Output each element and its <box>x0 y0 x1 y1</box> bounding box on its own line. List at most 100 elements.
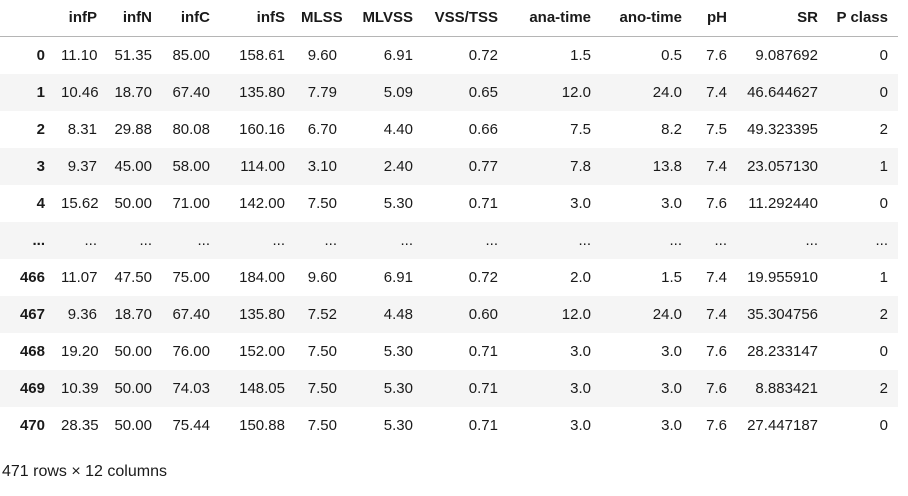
table-cell: 50.00 <box>114 195 152 212</box>
column-header: VSS/TSS <box>421 0 506 37</box>
table-cell: 150.88 <box>239 417 285 434</box>
table-cell: 15.62 <box>61 195 99 212</box>
table-row: 467 9.36 18.70 67.40 135.80 7.52 4.48 0.60 12.0 2… <box>0 296 898 333</box>
table-cell: 35.304756 <box>747 306 818 323</box>
column-header: MLVSS <box>345 0 421 37</box>
table-cell: ... <box>714 232 727 249</box>
table-cell: 135.80 <box>239 306 285 323</box>
table-cell: 9.36 <box>67 306 97 323</box>
column-header: SR <box>735 0 826 37</box>
table-cell: 0.71 <box>468 195 498 212</box>
table-cell: 5.30 <box>383 417 413 434</box>
row-index: 470 <box>19 417 45 434</box>
table-cell: 5.30 <box>383 380 413 397</box>
table-cell: ... <box>805 232 818 249</box>
table-row: ....................................... <box>0 222 898 259</box>
column-header: MLSS <box>293 0 345 37</box>
table-cell: 160.16 <box>239 121 285 138</box>
table-cell: 71.00 <box>172 195 210 212</box>
table-row: 0 11.10 51.35 85.00 158.61 9.60 6.91 0.72 1.5 0.5… <box>0 36 898 74</box>
table-cell: 0.71 <box>468 380 498 397</box>
table-cell: 11.292440 <box>748 195 818 212</box>
table-shape-summary: 471 rows × 12 columns <box>2 463 167 480</box>
table-cell: 1.5 <box>570 47 591 64</box>
table-cell: 7.79 <box>307 84 337 101</box>
index-column-header <box>0 0 53 37</box>
table-cell: 7.5 <box>706 121 727 138</box>
column-header: P class <box>826 0 898 37</box>
table-cell: 5.30 <box>383 343 413 360</box>
table-cell: 28.233147 <box>747 343 818 360</box>
table-cell: 9.37 <box>67 158 97 175</box>
header-row: infP infN infC infS MLSS MLVSS VSS/TSS ana-time… <box>0 0 898 37</box>
table-cell: 3.0 <box>661 380 682 397</box>
table-cell: 114.00 <box>240 158 285 175</box>
column-header: infP <box>53 0 105 37</box>
table-cell: 3.0 <box>570 380 591 397</box>
table-cell: ... <box>669 232 682 249</box>
table-cell: 3.0 <box>661 343 682 360</box>
column-header: infC <box>160 0 218 37</box>
table-cell: 3.0 <box>570 195 591 212</box>
table-cell: ... <box>485 232 498 249</box>
table-cell: 1.5 <box>661 269 682 286</box>
table-cell: 11.10 <box>61 47 98 64</box>
column-header: pH <box>690 0 735 37</box>
table-cell: 74.03 <box>172 380 210 397</box>
table-cell: 8.883421 <box>755 380 818 397</box>
table-cell: 12.0 <box>561 84 591 101</box>
table-cell: 58.00 <box>172 158 210 175</box>
table-cell: 158.61 <box>239 47 285 64</box>
table-cell: 46.644627 <box>747 84 818 101</box>
table-cell: 2 <box>879 121 888 138</box>
table-cell: 11.07 <box>61 269 98 286</box>
table-cell: 152.00 <box>239 343 285 360</box>
table-row: 4 15.62 50.00 71.00 142.00 7.50 5.30 0.71 3.0 3.0… <box>0 185 898 222</box>
table-cell: 18.70 <box>114 306 152 323</box>
table-cell: 7.4 <box>706 158 727 175</box>
table-cell: 8.2 <box>661 121 682 138</box>
table-cell: 10.39 <box>61 380 99 397</box>
table-cell: ... <box>84 232 97 249</box>
table-cell: 29.88 <box>114 121 152 138</box>
column-header: ano-time <box>599 0 690 37</box>
row-index: 4 <box>36 195 45 212</box>
table-cell: 6.91 <box>383 47 413 64</box>
table-cell: ... <box>400 232 413 249</box>
row-index: 1 <box>36 84 45 101</box>
table-cell: 28.35 <box>61 417 99 434</box>
table-cell: 10.46 <box>61 84 99 101</box>
row-index: ... <box>32 232 45 249</box>
table-cell: 9.60 <box>307 269 337 286</box>
table-cell: 7.4 <box>706 269 727 286</box>
table-cell: 75.44 <box>172 417 210 434</box>
table-cell: 85.00 <box>172 47 210 64</box>
table-row: 468 19.20 50.00 76.00 152.00 7.50 5.30 0.71 3.0 3… <box>0 333 898 370</box>
table-cell: 3.0 <box>570 417 591 434</box>
table-cell: 27.447187 <box>747 417 818 434</box>
table-cell: 7.50 <box>307 380 337 397</box>
table-cell: 5.30 <box>383 195 413 212</box>
table-cell: 51.35 <box>114 47 152 64</box>
table-cell: 7.6 <box>706 343 727 360</box>
table-cell: 49.323395 <box>747 121 818 138</box>
table-cell: 184.00 <box>239 269 285 286</box>
row-index: 468 <box>19 343 45 360</box>
table-cell: 2 <box>879 380 888 397</box>
column-header: infN <box>105 0 160 37</box>
table-cell: 135.80 <box>239 84 285 101</box>
table-cell: 1 <box>879 158 888 175</box>
table-cell: 2.40 <box>383 158 413 175</box>
table-cell: 7.6 <box>706 417 727 434</box>
table-cell: 0 <box>879 84 888 101</box>
table-cell: ... <box>324 232 337 249</box>
table-row: 470 28.35 50.00 75.44 150.88 7.50 5.30 0.71 3.0 3… <box>0 407 898 444</box>
table-cell: 3.10 <box>307 158 337 175</box>
table-cell: 0.60 <box>468 306 498 323</box>
table-cell: 9.087692 <box>755 47 818 64</box>
table-cell: 9.60 <box>307 47 337 64</box>
table-cell: 7.52 <box>307 306 337 323</box>
table-cell: 19.20 <box>61 343 99 360</box>
table-cell: ... <box>272 232 285 249</box>
table-cell: ... <box>578 232 591 249</box>
